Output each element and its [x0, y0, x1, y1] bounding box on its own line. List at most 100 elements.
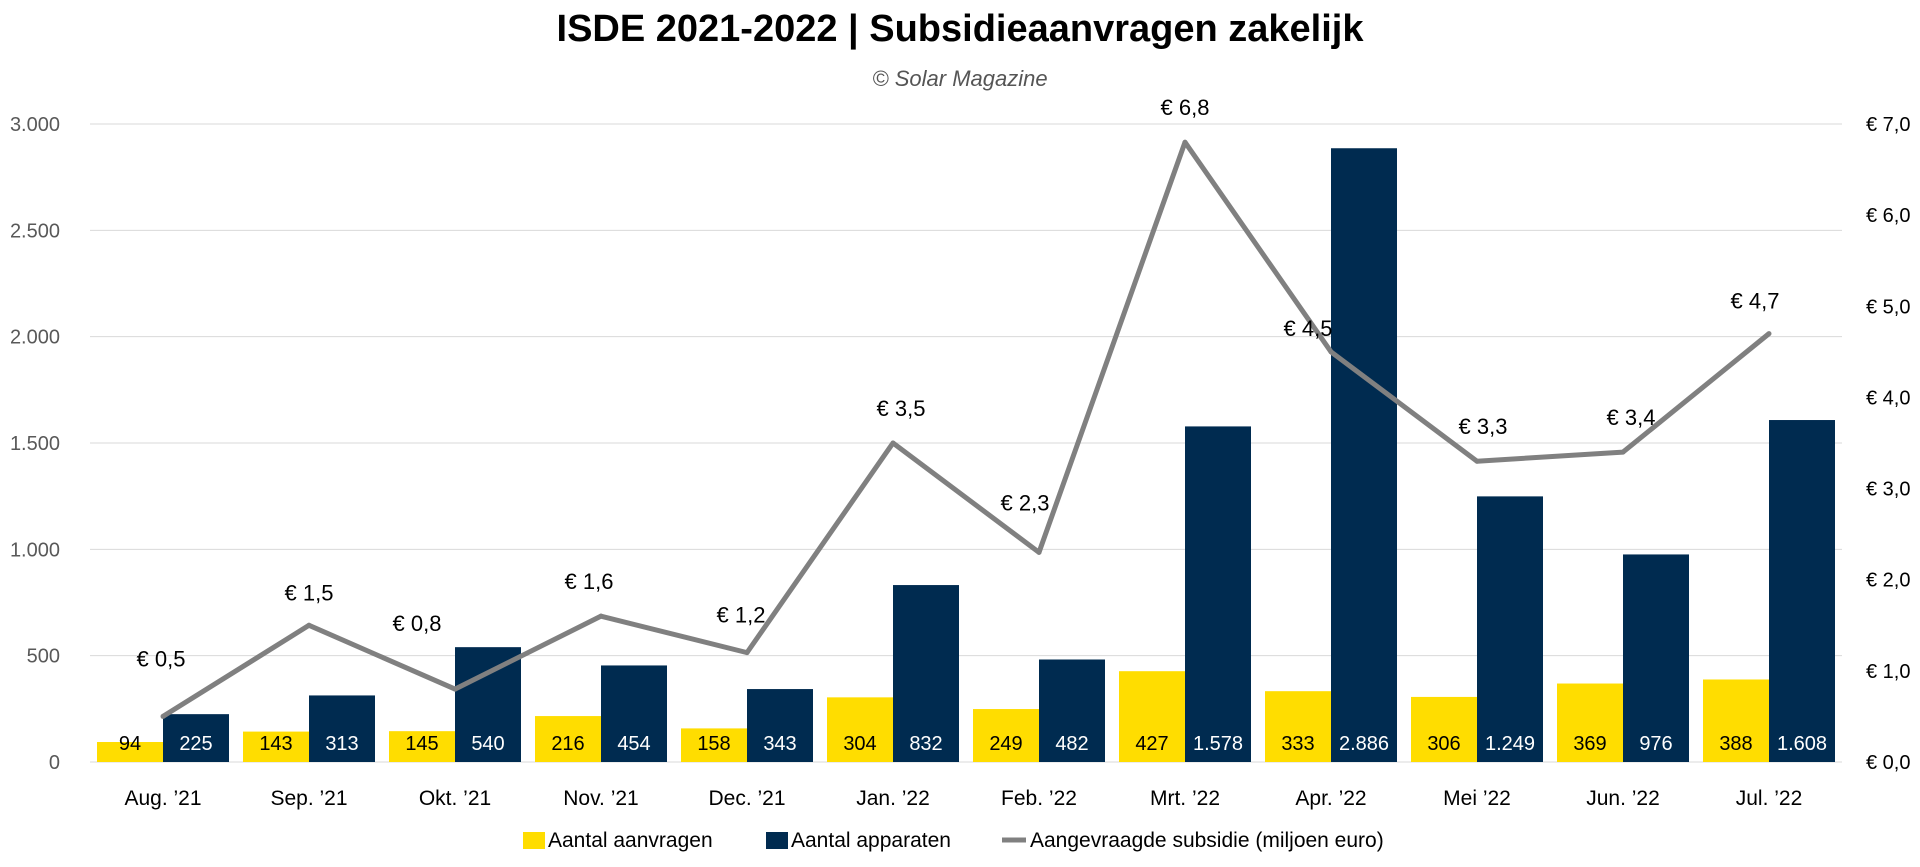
line-data-label: € 4,5 — [1284, 316, 1333, 341]
bar-data-label: 427 — [1135, 733, 1168, 755]
bar-aantal-apparaten — [309, 695, 375, 762]
x-tick-label: Jan. ’22 — [856, 787, 930, 810]
y-left-tick-label: 1.000 — [10, 539, 60, 561]
y-right-tick-label: € 1,0 — [1866, 661, 1910, 683]
bar-aantal-aanvragen — [97, 742, 163, 762]
line-point — [1620, 449, 1626, 455]
bar-aantal-aanvragen — [973, 709, 1039, 762]
line-point — [1474, 458, 1480, 464]
bar-aantal-apparaten — [893, 585, 959, 762]
bar-data-label: 1.608 — [1777, 733, 1827, 755]
bar-data-label: 1.249 — [1485, 733, 1535, 755]
bar-aantal-apparaten — [455, 647, 521, 762]
bar-aantal-apparaten — [601, 665, 667, 762]
bar-aantal-apparaten — [1185, 426, 1251, 762]
bar-aantal-apparaten — [163, 714, 229, 762]
x-tick-label: Mrt. ’22 — [1150, 787, 1220, 810]
line-data-label: € 3,4 — [1607, 405, 1656, 430]
chart-title: ISDE 2021-2022 | Subsidieaanvragen zakel… — [556, 8, 1364, 50]
chart-subtitle: © Solar Magazine — [872, 66, 1048, 91]
x-tick-label: Okt. ’21 — [419, 787, 491, 810]
legend-label: Aantal aanvragen — [548, 829, 713, 852]
line-data-label: € 2,3 — [1001, 490, 1050, 515]
bar-aantal-apparaten — [1039, 659, 1105, 762]
x-tick-label: Feb. ’22 — [1001, 787, 1077, 810]
bar-data-label: 143 — [259, 733, 292, 755]
y-right-tick-label: € 7,0 — [1866, 114, 1910, 136]
y-right-tick-label: € 3,0 — [1866, 479, 1910, 501]
y-left-tick-label: 1.500 — [10, 433, 60, 455]
line-point — [306, 622, 312, 628]
line-point — [160, 713, 166, 719]
line-data-label: € 0,8 — [393, 611, 442, 636]
bar-data-label: 249 — [989, 733, 1022, 755]
x-tick-label: Jun. ’22 — [1586, 787, 1660, 810]
bar-aantal-apparaten — [1623, 554, 1689, 762]
bar-data-label: 454 — [617, 733, 650, 755]
bar-data-label: 313 — [325, 733, 358, 755]
bar-data-label: 388 — [1719, 733, 1752, 755]
bar-data-label: 94 — [119, 733, 141, 755]
bar-aantal-apparaten — [1769, 420, 1835, 762]
bar-data-label: 158 — [697, 733, 730, 755]
y-right-tick-label: € 5,0 — [1866, 296, 1910, 318]
x-tick-label: Mei ’22 — [1443, 787, 1511, 810]
line-point — [1036, 549, 1042, 555]
x-tick-label: Jul. ’22 — [1736, 787, 1803, 810]
bar-aantal-aanvragen — [827, 697, 893, 762]
line-point — [598, 613, 604, 619]
x-tick-label: Aug. ’21 — [124, 787, 201, 810]
line-point — [1328, 349, 1334, 355]
line-data-label: € 6,8 — [1161, 95, 1210, 120]
bar-aantal-apparaten — [1331, 148, 1397, 762]
bar-data-label: 333 — [1281, 733, 1314, 755]
bar-aantal-aanvragen — [1557, 683, 1623, 762]
y-left-tick-label: 0 — [49, 752, 60, 774]
legend-label: Aangevraagde subsidie (miljoen euro) — [1030, 829, 1384, 852]
x-tick-label: Apr. ’22 — [1295, 787, 1366, 810]
y-left-tick-label: 2.500 — [10, 220, 60, 242]
line-data-label: € 0,5 — [137, 646, 186, 671]
x-tick-label: Sep. ’21 — [270, 787, 347, 810]
bar-aantal-aanvragen — [389, 731, 455, 762]
y-right-tick-label: € 0,0 — [1866, 752, 1910, 774]
bar-data-label: 306 — [1427, 733, 1460, 755]
bar-data-label: 540 — [471, 733, 504, 755]
bar-data-label: 304 — [843, 733, 876, 755]
y-left-tick-label: 3.000 — [10, 114, 60, 136]
bar-data-label: 976 — [1639, 733, 1672, 755]
bar-data-label: 1.578 — [1193, 733, 1243, 755]
line-data-label: € 1,5 — [285, 580, 334, 605]
bar-data-label: 482 — [1055, 733, 1088, 755]
bar-aantal-apparaten — [1477, 496, 1543, 762]
line-data-label: € 3,3 — [1459, 414, 1508, 439]
line-point — [1766, 331, 1772, 337]
bar-aantal-aanvragen — [1703, 679, 1769, 762]
line-aangevraagde-subsidie — [161, 139, 1771, 719]
y-left-tick-label: 2.000 — [10, 327, 60, 349]
line-point — [1182, 139, 1188, 145]
bar-data-label: 343 — [763, 733, 796, 755]
bar-aantal-aanvragen — [1411, 696, 1477, 762]
y-right-tick-label: € 2,0 — [1866, 570, 1910, 592]
y-left-tick-label: 500 — [27, 646, 60, 668]
bar-data-label: 2.886 — [1339, 733, 1389, 755]
legend-label: Aantal apparaten — [791, 829, 951, 852]
bar-data-label: 225 — [179, 733, 212, 755]
line-data-label: € 3,5 — [877, 396, 926, 421]
legend-swatch-aantal-apparaten — [766, 832, 788, 849]
bar-aantal-aanvragen — [1265, 691, 1331, 762]
bar-aantal-aanvragen — [1119, 671, 1185, 762]
x-tick-label: Nov. ’21 — [563, 787, 638, 810]
bar-data-label: 832 — [909, 733, 942, 755]
line-point — [890, 440, 896, 446]
bar-data-label: 145 — [405, 733, 438, 755]
bar-aantal-aanvragen — [243, 731, 309, 762]
line-data-label: € 4,7 — [1731, 289, 1780, 314]
line-data-label: € 1,6 — [565, 569, 614, 594]
y-right-tick-label: € 4,0 — [1866, 387, 1910, 409]
bar-data-label: 369 — [1573, 733, 1606, 755]
y-right-tick-label: € 6,0 — [1866, 205, 1910, 227]
